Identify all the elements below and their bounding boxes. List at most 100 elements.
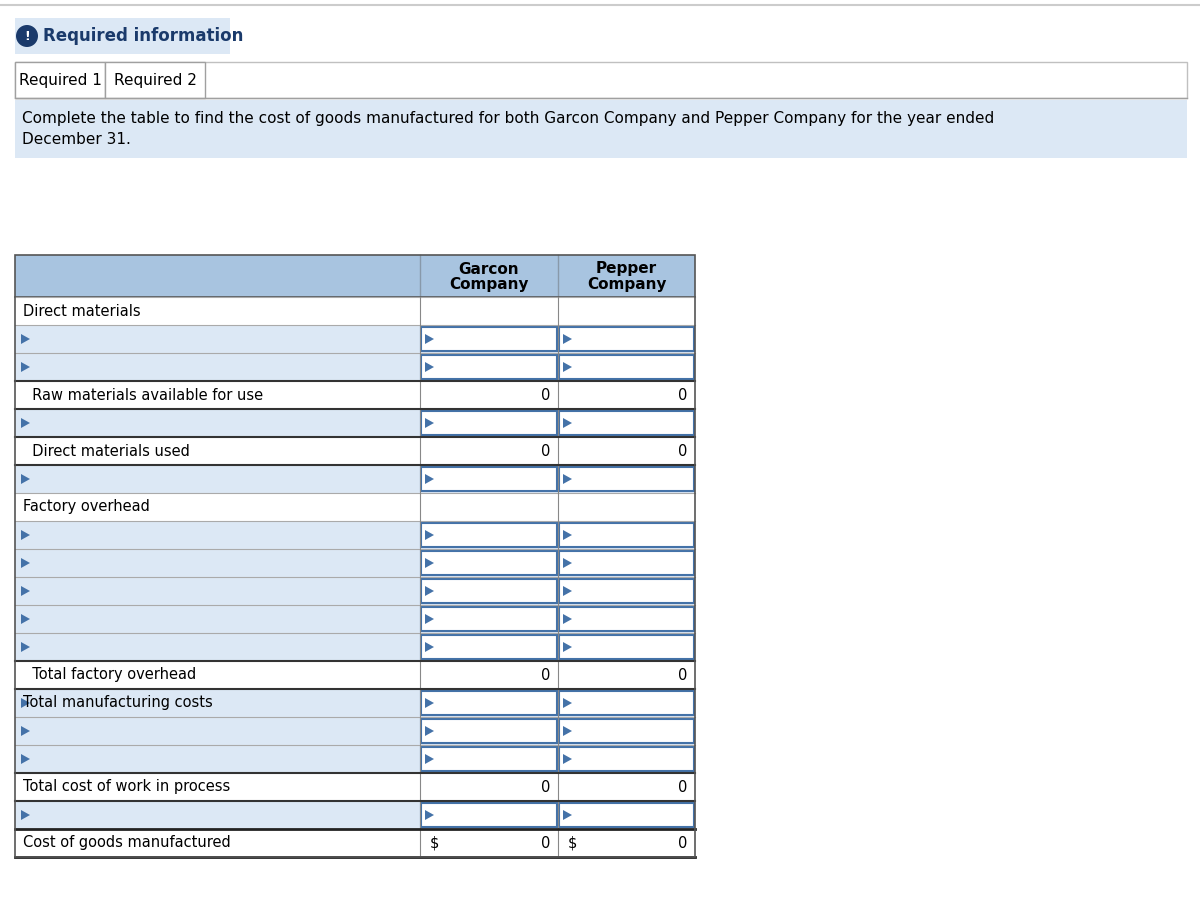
Polygon shape (22, 334, 30, 344)
Text: 0: 0 (678, 835, 686, 850)
Bar (14, 325, 695, 353)
Text: 0: 0 (541, 444, 550, 459)
Polygon shape (563, 418, 572, 428)
Bar (14, 18, 230, 54)
Bar (14, 829, 695, 857)
Bar (559, 803, 694, 827)
Bar (421, 327, 557, 351)
Polygon shape (425, 334, 434, 344)
Bar (559, 551, 694, 575)
Bar (559, 523, 694, 547)
Polygon shape (425, 530, 434, 540)
Text: Total manufacturing costs: Total manufacturing costs (23, 695, 212, 710)
Polygon shape (563, 810, 572, 820)
Text: Direct materials used: Direct materials used (23, 444, 190, 459)
Bar (559, 635, 694, 659)
Text: December 31.: December 31. (22, 133, 131, 147)
Text: Cost of goods manufactured: Cost of goods manufactured (23, 835, 230, 850)
Text: Total cost of work in process: Total cost of work in process (23, 779, 230, 795)
Bar (14, 465, 695, 493)
Polygon shape (425, 586, 434, 596)
Polygon shape (563, 530, 572, 540)
Polygon shape (22, 614, 30, 624)
Bar (421, 635, 557, 659)
Polygon shape (22, 726, 30, 736)
Polygon shape (425, 474, 434, 484)
Text: 0: 0 (541, 667, 550, 682)
Text: $: $ (568, 835, 577, 850)
Polygon shape (563, 642, 572, 652)
Bar (421, 719, 557, 743)
Text: Required information: Required information (43, 27, 244, 45)
Polygon shape (563, 558, 572, 568)
Bar (14, 801, 695, 829)
Bar (421, 607, 557, 631)
Polygon shape (22, 362, 30, 372)
Text: Complete the table to find the cost of goods manufactured for both Garcon Compan: Complete the table to find the cost of g… (22, 110, 995, 126)
Bar (421, 551, 557, 575)
Text: Direct materials: Direct materials (23, 304, 140, 319)
Bar (14, 255, 695, 297)
Polygon shape (563, 474, 572, 484)
Bar (421, 411, 557, 435)
Bar (14, 549, 695, 577)
Text: Company: Company (587, 277, 666, 293)
Text: 0: 0 (541, 835, 550, 850)
Polygon shape (22, 474, 30, 484)
Bar (14, 773, 695, 801)
Polygon shape (425, 810, 434, 820)
Text: 0: 0 (678, 388, 686, 402)
Bar (421, 355, 557, 379)
Bar (14, 745, 695, 773)
Text: 0: 0 (678, 667, 686, 682)
Polygon shape (563, 614, 572, 624)
Text: Factory overhead: Factory overhead (23, 499, 150, 515)
Bar (14, 605, 695, 633)
Polygon shape (425, 362, 434, 372)
Bar (14, 62, 1187, 98)
Bar (14, 255, 695, 857)
Bar (421, 467, 557, 491)
Polygon shape (425, 698, 434, 708)
Polygon shape (563, 754, 572, 764)
Polygon shape (22, 810, 30, 820)
Bar (421, 691, 557, 715)
Bar (559, 327, 694, 351)
Text: Garcon: Garcon (458, 261, 520, 277)
Bar (421, 747, 557, 771)
Bar (106, 62, 205, 98)
Polygon shape (22, 698, 30, 708)
Polygon shape (563, 362, 572, 372)
Polygon shape (425, 558, 434, 568)
Polygon shape (22, 754, 30, 764)
Text: Total factory overhead: Total factory overhead (23, 667, 197, 682)
Bar (421, 803, 557, 827)
Bar (14, 689, 695, 717)
Text: 0: 0 (678, 779, 686, 795)
Polygon shape (563, 334, 572, 344)
Text: 0: 0 (541, 779, 550, 795)
Polygon shape (22, 642, 30, 652)
Bar (559, 691, 694, 715)
Bar (14, 521, 695, 549)
Bar (559, 355, 694, 379)
Bar (14, 409, 695, 437)
Polygon shape (425, 614, 434, 624)
Polygon shape (563, 586, 572, 596)
Bar (559, 411, 694, 435)
Text: Raw materials available for use: Raw materials available for use (23, 388, 263, 402)
Bar (421, 523, 557, 547)
Bar (14, 577, 695, 605)
Circle shape (16, 25, 38, 47)
Text: Company: Company (449, 277, 529, 293)
Polygon shape (425, 418, 434, 428)
Polygon shape (22, 558, 30, 568)
Bar (421, 579, 557, 603)
Bar (14, 437, 695, 465)
Bar (14, 353, 695, 381)
Text: 0: 0 (541, 388, 550, 402)
Bar (559, 579, 694, 603)
Bar (14, 62, 106, 98)
Polygon shape (563, 726, 572, 736)
Polygon shape (425, 642, 434, 652)
